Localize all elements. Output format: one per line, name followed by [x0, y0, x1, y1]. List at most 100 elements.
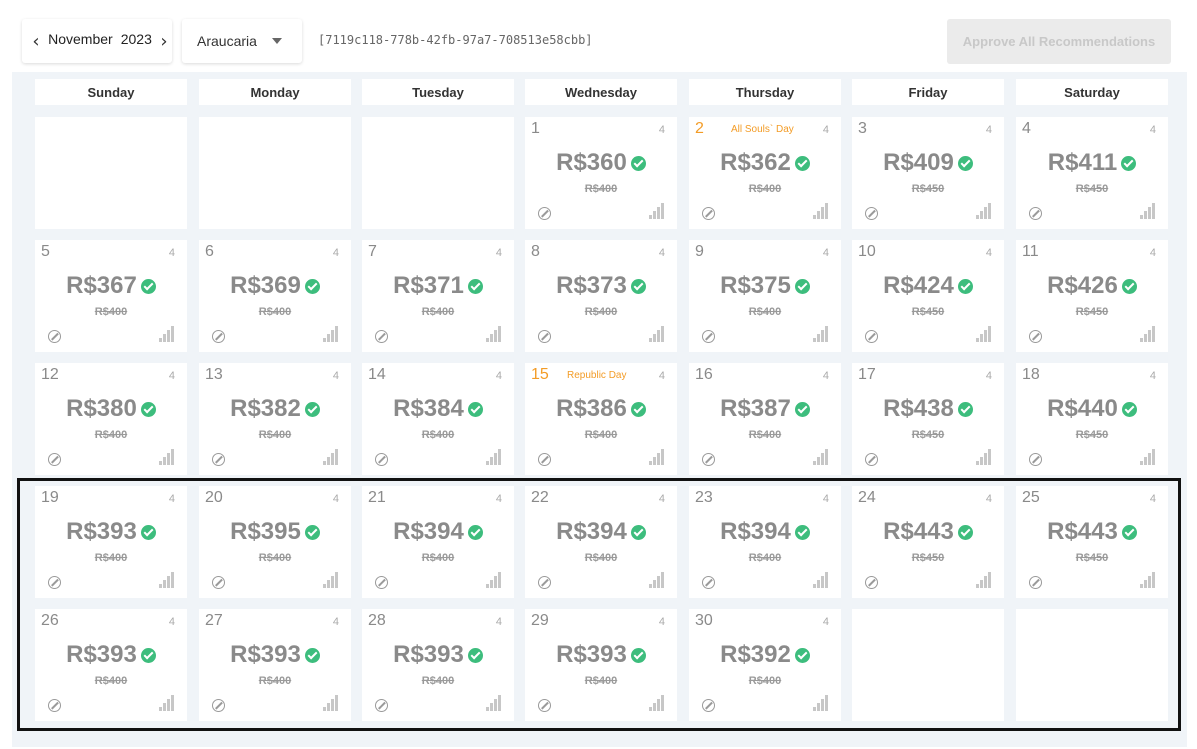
recommended-price: R$393 — [393, 641, 464, 668]
edit-pencil-icon[interactable] — [538, 699, 551, 712]
calendar-day-cell[interactable]: 28 4 R$393 R$400 — [362, 609, 514, 721]
edit-pencil-icon[interactable] — [865, 207, 878, 220]
original-price: R$450 — [1075, 552, 1109, 564]
calendar-day-cell[interactable]: 3 4 R$409 R$450 — [852, 117, 1004, 229]
edit-pencil-icon[interactable] — [375, 576, 388, 589]
check-circle-icon — [957, 401, 973, 417]
calendar-day-cell[interactable]: 25 4 R$443 R$450 — [1016, 486, 1168, 598]
calendar-day-cell[interactable]: 12 4 R$380 R$400 — [35, 363, 187, 475]
calendar-day-cell[interactable]: 7 4 R$371 R$400 — [362, 240, 514, 352]
edit-pencil-icon[interactable] — [538, 330, 551, 343]
edit-pencil-icon[interactable] — [1029, 330, 1042, 343]
calendar-day-cell[interactable]: 16 4 R$387 R$400 — [689, 363, 841, 475]
edit-pencil-icon[interactable] — [538, 453, 551, 466]
signal-bars-icon — [813, 326, 829, 342]
calendar-day-cell[interactable]: 19 4 R$393 R$400 — [35, 486, 187, 598]
edit-pencil-icon[interactable] — [375, 453, 388, 466]
weekday-header: Monday — [199, 79, 351, 105]
availability-count: 4 — [332, 370, 339, 382]
calendar-day-cell[interactable]: 5 4 R$367 R$400 — [35, 240, 187, 352]
edit-pencil-icon[interactable] — [48, 330, 61, 343]
original-price: R$400 — [748, 552, 782, 564]
calendar-day-cell[interactable]: 6 4 R$369 R$400 — [199, 240, 351, 352]
original-price: R$400 — [258, 306, 292, 318]
calendar-day-cell[interactable]: 9 4 R$375 R$400 — [689, 240, 841, 352]
calendar-day-cell[interactable]: 30 4 R$392 R$400 — [689, 609, 841, 721]
calendar-day-cell[interactable]: 14 4 R$384 R$400 — [362, 363, 514, 475]
day-number: 6 — [205, 243, 214, 260]
price-row: R$393 — [362, 641, 514, 669]
availability-count: 4 — [658, 493, 665, 505]
recommended-price: R$386 — [556, 395, 627, 422]
calendar-day-cell[interactable]: 29 4 R$393 R$400 — [525, 609, 677, 721]
availability-count: 4 — [658, 124, 665, 136]
edit-pencil-icon[interactable] — [48, 453, 61, 466]
holiday-label: Republic Day — [567, 370, 627, 381]
edit-pencil-icon[interactable] — [212, 453, 225, 466]
availability-count: 4 — [1149, 493, 1156, 505]
edit-pencil-icon[interactable] — [865, 576, 878, 589]
calendar-day-cell[interactable]: 8 4 R$373 R$400 — [525, 240, 677, 352]
day-number: 9 — [695, 243, 704, 260]
edit-pencil-icon[interactable] — [702, 576, 715, 589]
calendar-day-cell[interactable]: 18 4 R$440 R$450 — [1016, 363, 1168, 475]
day-number: 13 — [205, 366, 223, 383]
approve-all-button[interactable]: Approve All Recommendations — [947, 19, 1171, 64]
day-number: 25 — [1022, 489, 1040, 506]
calendar-day-cell[interactable]: 2 All Souls` Day 4 R$362 R$400 — [689, 117, 841, 229]
chevron-right-icon[interactable]: › — [160, 30, 168, 52]
edit-pencil-icon[interactable] — [702, 453, 715, 466]
calendar-day-cell[interactable]: 22 4 R$394 R$400 — [525, 486, 677, 598]
edit-pencil-icon[interactable] — [538, 576, 551, 589]
price-row: R$409 — [852, 149, 1004, 177]
calendar-day-cell[interactable]: 4 4 R$411 R$450 — [1016, 117, 1168, 229]
signal-bars-icon — [323, 326, 339, 342]
original-price: R$450 — [911, 306, 945, 318]
chevron-left-icon[interactable]: ‹ — [32, 30, 40, 52]
calendar-day-cell[interactable]: 20 4 R$395 R$400 — [199, 486, 351, 598]
empty-day-cell — [362, 117, 514, 229]
edit-pencil-icon[interactable] — [702, 699, 715, 712]
edit-pencil-icon[interactable] — [212, 330, 225, 343]
calendar-day-cell[interactable]: 17 4 R$438 R$450 — [852, 363, 1004, 475]
signal-bars-icon — [649, 695, 665, 711]
calendar-day-cell[interactable]: 26 4 R$393 R$400 — [35, 609, 187, 721]
edit-pencil-icon[interactable] — [48, 699, 61, 712]
availability-count: 4 — [822, 616, 829, 628]
edit-pencil-icon[interactable] — [702, 207, 715, 220]
edit-pencil-icon[interactable] — [1029, 453, 1042, 466]
recommended-price: R$362 — [720, 149, 791, 176]
empty-day-cell — [852, 609, 1004, 721]
edit-pencil-icon[interactable] — [865, 330, 878, 343]
signal-bars-icon — [649, 572, 665, 588]
edit-pencil-icon[interactable] — [212, 576, 225, 589]
day-number: 12 — [41, 366, 59, 383]
calendar-day-cell[interactable]: 23 4 R$394 R$400 — [689, 486, 841, 598]
availability-count: 4 — [822, 124, 829, 136]
weekday-header: Saturday — [1016, 79, 1168, 105]
calendar-day-cell[interactable]: 1 4 R$360 R$400 — [525, 117, 677, 229]
calendar-day-cell[interactable]: 11 4 R$426 R$450 — [1016, 240, 1168, 352]
calendar-day-cell[interactable]: 15 Republic Day 4 R$386 R$400 — [525, 363, 677, 475]
edit-pencil-icon[interactable] — [1029, 576, 1042, 589]
edit-pencil-icon[interactable] — [865, 453, 878, 466]
edit-pencil-icon[interactable] — [375, 330, 388, 343]
edit-pencil-icon[interactable] — [48, 576, 61, 589]
edit-pencil-icon[interactable] — [1029, 207, 1042, 220]
calendar-day-cell[interactable]: 10 4 R$424 R$450 — [852, 240, 1004, 352]
check-circle-icon — [630, 278, 646, 294]
calendar-day-cell[interactable]: 13 4 R$382 R$400 — [199, 363, 351, 475]
calendar-day-cell[interactable]: 21 4 R$394 R$400 — [362, 486, 514, 598]
edit-pencil-icon[interactable] — [702, 330, 715, 343]
edit-pencil-icon[interactable] — [212, 699, 225, 712]
recommended-price: R$409 — [883, 149, 954, 176]
price-row: R$443 — [1016, 518, 1168, 546]
availability-count: 4 — [332, 616, 339, 628]
property-dropdown[interactable]: Araucaria — [182, 19, 302, 63]
edit-pencil-icon[interactable] — [375, 699, 388, 712]
edit-pencil-icon[interactable] — [538, 207, 551, 220]
check-circle-icon — [957, 524, 973, 540]
calendar-day-cell[interactable]: 27 4 R$393 R$400 — [199, 609, 351, 721]
calendar-day-cell[interactable]: 24 4 R$443 R$450 — [852, 486, 1004, 598]
price-row: R$424 — [852, 272, 1004, 300]
